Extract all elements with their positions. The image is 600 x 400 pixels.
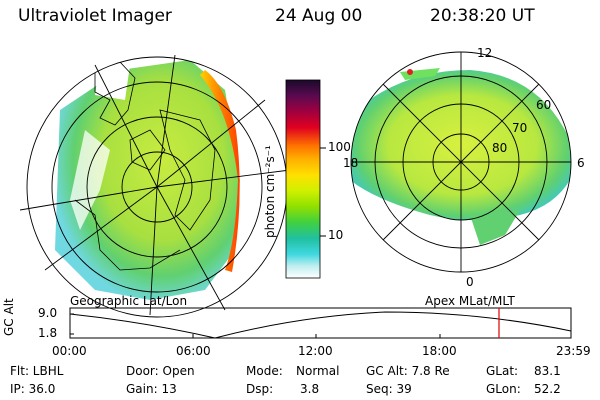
mlt-label-18: 18 — [343, 156, 359, 170]
magnetic-map — [351, 68, 571, 245]
mlat-label-80: 80 — [492, 141, 508, 155]
geographic-grid — [19, 54, 291, 318]
orbit-ylabel: GC Alt — [2, 298, 16, 336]
orbit-ymin-label: 1.8 — [38, 326, 58, 340]
instrument-title: Ultraviolet Imager — [18, 6, 172, 26]
param-ip: IP: 36.0 — [10, 382, 56, 396]
orbit-xtick-2359: 23:59 — [556, 344, 591, 358]
auroral-spot — [407, 69, 413, 75]
orbit-altitude-curve — [69, 311, 572, 339]
param-gain: Gain: 13 — [126, 382, 177, 396]
geographic-map — [55, 60, 240, 300]
mlt-label-12: 12 — [477, 46, 493, 60]
mlat-label-60: 60 — [536, 98, 552, 112]
mlt-label-0: 0 — [466, 275, 474, 289]
param-glon-value: 52.2 — [534, 382, 561, 396]
orbit-plot-frame — [69, 307, 572, 339]
param-dsp-label: Dsp: — [246, 382, 274, 396]
colorbar-tick-10: 10 — [328, 228, 344, 242]
orbit-xtick-0000: 00:00 — [52, 344, 87, 358]
orbit-ymax-label: 9.0 — [38, 306, 58, 320]
colorbar — [285, 79, 321, 279]
magnetic-map-label: Apex MLat/MLT — [425, 294, 515, 308]
param-filter: Flt: LBHL — [10, 364, 64, 378]
mlat-grid — [350, 51, 572, 273]
param-door: Door: Open — [126, 364, 195, 378]
colorbar-unit-label: photon cm⁻²s⁻¹ — [263, 145, 277, 238]
orbit-xtick-0600: 06:00 — [176, 344, 211, 358]
mlt-label-6: 6 — [577, 156, 585, 170]
orbit-xtick-1800: 18:00 — [422, 344, 457, 358]
aurora-emission-left — [55, 60, 240, 300]
param-glat-label: GLat: — [486, 364, 519, 378]
param-seq: Seq: 39 — [366, 382, 412, 396]
geographic-map-label: Geographic Lat/Lon — [70, 294, 188, 308]
time-label: 20:38:20 UT — [430, 6, 535, 26]
param-glon-label: GLon: — [486, 382, 521, 396]
date-label: 24 Aug 00 — [275, 6, 363, 26]
colorbar-tick-100: 100 — [328, 140, 351, 154]
orbit-xtick-1200: 12:00 — [298, 344, 333, 358]
param-gc-alt: GC Alt: 7.8 Re — [366, 364, 450, 378]
param-dsp-value: 3.8 — [300, 382, 320, 396]
dayside-limb-brightening — [200, 70, 240, 272]
aurora-emission-right — [351, 70, 571, 220]
param-glat-value: 83.1 — [534, 364, 561, 378]
param-mode-value: Normal — [296, 364, 340, 378]
param-mode-label: Mode: — [246, 364, 283, 378]
mlat-label-70: 70 — [512, 121, 528, 135]
